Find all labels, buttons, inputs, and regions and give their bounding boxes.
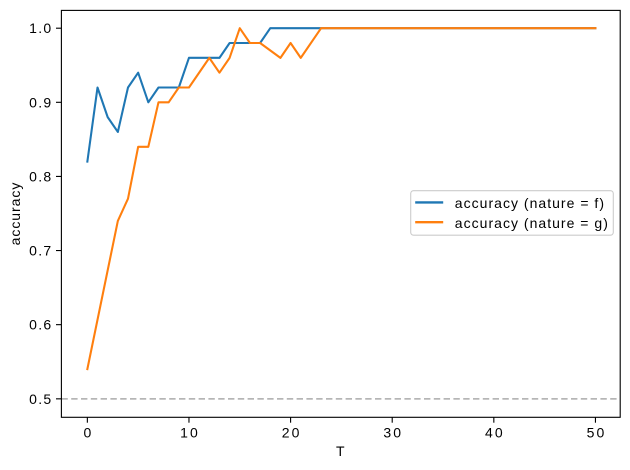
svg-text:accuracy: accuracy (7, 183, 23, 246)
svg-text:0: 0 (83, 425, 91, 441)
svg-text:0.5: 0.5 (29, 391, 51, 407)
svg-text:0.8: 0.8 (29, 168, 51, 184)
svg-text:T: T (336, 443, 345, 459)
svg-text:0.6: 0.6 (29, 317, 51, 333)
svg-text:10: 10 (180, 425, 198, 441)
svg-text:0.9: 0.9 (29, 94, 51, 110)
svg-text:40: 40 (485, 425, 503, 441)
svg-text:0.7: 0.7 (29, 243, 51, 259)
svg-text:accuracy (nature = f): accuracy (nature = f) (455, 195, 604, 211)
svg-text:accuracy (nature = g): accuracy (nature = g) (455, 215, 608, 231)
svg-text:20: 20 (282, 425, 300, 441)
svg-text:30: 30 (383, 425, 401, 441)
svg-text:1.0: 1.0 (29, 20, 51, 36)
svg-text:50: 50 (587, 425, 605, 441)
